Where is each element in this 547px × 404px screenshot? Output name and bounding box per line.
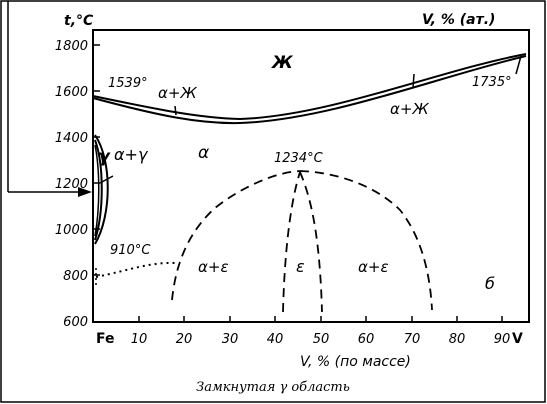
alpha-label: α [198, 143, 209, 163]
x-tick-label-80: 80 [449, 332, 466, 347]
v-melting-label: 1735° [472, 75, 512, 90]
x-tick-label-70: 70 [404, 332, 421, 347]
fe-transition-label: 910°С [110, 243, 151, 258]
x-axis-title: V, % (по массе) [300, 354, 411, 370]
solidus-curve [92, 55, 527, 125]
alpha-liquid-left-label: α+Ж [158, 84, 197, 102]
x-end-label: V [512, 331, 523, 347]
sigma-inner-right [299, 171, 323, 313]
y-tick-label-1400: 1400 [55, 131, 88, 146]
gamma-tie-line [99, 175, 114, 184]
x-tick-label-90: 90 [494, 332, 511, 347]
gamma-loop-middle [94, 144, 100, 237]
y-tick-label-1800: 1800 [55, 39, 88, 54]
y-tick-label-1000: 1000 [55, 223, 88, 238]
alpha-gamma-label: α+γ [114, 145, 149, 164]
liquid-label: Ж [271, 53, 294, 73]
x-tick-label-30: 30 [222, 332, 239, 347]
sigma-dome-right [299, 170, 433, 311]
x-tick-label-10: 10 [131, 332, 148, 347]
caption: Замкнутая γ область [196, 380, 350, 395]
alpha-liquid-right-label: α+Ж [390, 100, 429, 118]
gamma-loop-inner [94, 139, 103, 241]
tie-mark-right [412, 73, 415, 89]
y-tick-label-1600: 1600 [55, 85, 88, 100]
sigma-inner-left [282, 171, 301, 313]
y-axis-title: t,°C [64, 13, 94, 29]
sigma-dome-left [171, 170, 301, 301]
alpha-sigma-left-label: α+ε [198, 258, 229, 276]
plot-frame [92, 29, 530, 323]
y-tick-label-1200: 1200 [55, 177, 88, 192]
gamma-loop-outer [94, 134, 109, 245]
y-tick-label-800: 800 [63, 269, 88, 284]
y-tick-label-600: 600 [63, 315, 88, 330]
liquidus-curve [92, 53, 527, 121]
alpha-sigma-right-label: α+ε [358, 258, 389, 276]
fe-melting-label: 1539° [108, 76, 148, 91]
x-start-label: Fe [96, 331, 115, 347]
tie-mark-left [174, 105, 177, 116]
x-tick-label-60: 60 [358, 332, 375, 347]
x-axis-ticks [138, 316, 503, 322]
dotted-transition-line [95, 261, 176, 278]
sigma-max-label: 1234°С [274, 151, 324, 166]
x-tick-label-20: 20 [176, 332, 193, 347]
connector-arrow-icon [78, 187, 92, 197]
x-tick-label-40: 40 [267, 332, 284, 347]
gamma-label: γ [98, 147, 111, 167]
tie-mark-v [515, 55, 522, 75]
delta-label: б [485, 274, 495, 293]
sigma-label: ε [296, 257, 305, 276]
x-tick-label-50: 50 [313, 332, 330, 347]
top-axis-title: V, % (ат.) [422, 12, 495, 28]
